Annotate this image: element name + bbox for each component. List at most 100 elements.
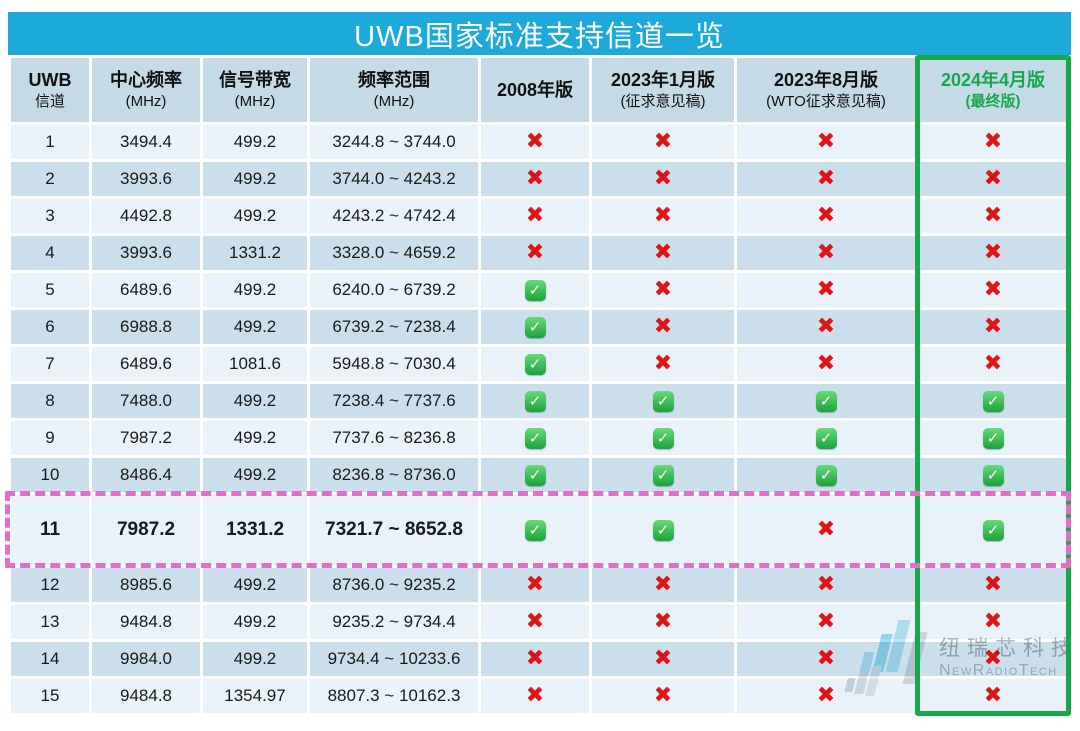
table-row: 2 3993.6 499.2 3744.0 ~ 4243.2 ✖ ✖ ✖ ✖ bbox=[11, 162, 1068, 196]
cross-icon: ✖ bbox=[653, 314, 673, 339]
col-header-label: 2023年1月版 bbox=[610, 70, 716, 90]
table-header: UWB 信道 中心频率 (MHz) 信号带宽 (MHz) 频率范围 (MHz) … bbox=[11, 58, 1068, 122]
center-frequency-cell: 6988.8 bbox=[92, 310, 200, 344]
support-2008-cell: ✓ bbox=[481, 310, 589, 344]
cross-icon: ✖ bbox=[525, 572, 545, 597]
cross-icon: ✖ bbox=[653, 351, 673, 376]
cross-icon: ✖ bbox=[983, 277, 1003, 302]
col-header-2023-jan-version: 2023年1月版 (征求意见稿) bbox=[592, 58, 734, 122]
frequency-range-cell: 6739.2 ~ 7238.4 bbox=[310, 310, 478, 344]
channel-cell: 10 bbox=[11, 458, 89, 492]
support-2023-jan-cell: ✖ bbox=[592, 347, 734, 381]
frequency-range-cell: 4243.2 ~ 4742.4 bbox=[310, 199, 478, 233]
bandwidth-cell: 1354.97 bbox=[203, 679, 307, 713]
channel-cell: 12 bbox=[11, 568, 89, 602]
cross-icon: ✖ bbox=[816, 240, 836, 265]
cross-icon: ✖ bbox=[653, 129, 673, 154]
support-2008-cell: ✖ bbox=[481, 679, 589, 713]
support-2023-jan-cell: ✖ bbox=[592, 273, 734, 307]
check-icon: ✓ bbox=[815, 427, 837, 449]
cross-icon: ✖ bbox=[525, 129, 545, 154]
support-2024-apr-cell: ✖ bbox=[918, 605, 1068, 639]
check-icon: ✓ bbox=[524, 353, 546, 375]
cross-icon: ✖ bbox=[816, 683, 836, 708]
channel-cell: 13 bbox=[11, 605, 89, 639]
cross-icon: ✖ bbox=[653, 166, 673, 191]
cross-icon: ✖ bbox=[653, 203, 673, 228]
cross-icon: ✖ bbox=[983, 314, 1003, 339]
col-header-center-frequency: 中心频率 (MHz) bbox=[92, 58, 200, 122]
bandwidth-cell: 499.2 bbox=[203, 384, 307, 418]
support-2023-jan-cell: ✖ bbox=[592, 310, 734, 344]
center-frequency-cell: 3993.6 bbox=[92, 162, 200, 196]
support-2024-apr-cell: ✖ bbox=[918, 162, 1068, 196]
bandwidth-cell: 1081.6 bbox=[203, 347, 307, 381]
bandwidth-cell: 499.2 bbox=[203, 273, 307, 307]
col-header-sublabel: (最终版) bbox=[965, 92, 1021, 110]
cross-icon: ✖ bbox=[525, 203, 545, 228]
frequency-range-cell: 3328.0 ~ 4659.2 bbox=[310, 236, 478, 270]
support-2023-jan-cell: ✓ bbox=[592, 458, 734, 492]
support-2023-jan-cell: ✖ bbox=[592, 568, 734, 602]
channel-support-table: UWB 信道 中心频率 (MHz) 信号带宽 (MHz) 频率范围 (MHz) … bbox=[8, 55, 1071, 716]
support-2023-aug-cell: ✖ bbox=[737, 495, 915, 565]
cross-icon: ✖ bbox=[983, 129, 1003, 154]
support-2024-apr-cell: ✖ bbox=[918, 568, 1068, 602]
col-header-sublabel: (MHz) bbox=[373, 92, 415, 110]
table-row: 9 7987.2 499.2 7737.6 ~ 8236.8 ✓ ✓ ✓ ✓ bbox=[11, 421, 1068, 455]
frequency-range-cell: 7321.7 ~ 8652.8 bbox=[310, 495, 478, 565]
channel-cell: 15 bbox=[11, 679, 89, 713]
frequency-range-cell: 7238.4 ~ 7737.6 bbox=[310, 384, 478, 418]
bandwidth-cell: 499.2 bbox=[203, 421, 307, 455]
bandwidth-cell: 499.2 bbox=[203, 125, 307, 159]
channel-table-body: 1 3494.4 499.2 3244.8 ~ 3744.0 ✖ ✖ ✖ ✖ 2 3993.6 49… bbox=[11, 125, 1068, 713]
channel-cell: 11 bbox=[11, 495, 89, 565]
cross-icon: ✖ bbox=[816, 277, 836, 302]
channel-cell: 1 bbox=[11, 125, 89, 159]
cross-icon: ✖ bbox=[653, 277, 673, 302]
support-2024-apr-cell: ✓ bbox=[918, 384, 1068, 418]
col-header-label: UWB bbox=[28, 70, 72, 90]
channel-cell: 9 bbox=[11, 421, 89, 455]
frequency-range-cell: 3744.0 ~ 4243.2 bbox=[310, 162, 478, 196]
channel-cell: 7 bbox=[11, 347, 89, 381]
bandwidth-cell: 499.2 bbox=[203, 605, 307, 639]
table-row: 5 6489.6 499.2 6240.0 ~ 6739.2 ✓ ✖ ✖ ✖ bbox=[11, 273, 1068, 307]
support-2023-aug-cell: ✖ bbox=[737, 162, 915, 196]
cross-icon: ✖ bbox=[983, 240, 1003, 265]
bandwidth-cell: 499.2 bbox=[203, 458, 307, 492]
check-icon: ✓ bbox=[524, 519, 546, 541]
support-2024-apr-cell: ✖ bbox=[918, 125, 1068, 159]
support-2023-jan-cell: ✖ bbox=[592, 236, 734, 270]
support-2008-cell: ✖ bbox=[481, 162, 589, 196]
support-2024-apr-cell: ✖ bbox=[918, 679, 1068, 713]
cross-icon: ✖ bbox=[983, 646, 1003, 671]
cross-icon: ✖ bbox=[983, 166, 1003, 191]
bandwidth-cell: 499.2 bbox=[203, 642, 307, 676]
col-header-label: 2024年4月版 bbox=[940, 70, 1046, 90]
table-row: 11 7987.2 1331.2 7321.7 ~ 8652.8 ✓ ✓ ✖ ✓ bbox=[11, 495, 1068, 565]
support-2023-aug-cell: ✖ bbox=[737, 605, 915, 639]
cross-icon: ✖ bbox=[816, 609, 836, 634]
center-frequency-cell: 3494.4 bbox=[92, 125, 200, 159]
support-2008-cell: ✖ bbox=[481, 642, 589, 676]
check-icon: ✓ bbox=[982, 519, 1004, 541]
frequency-range-cell: 8236.8 ~ 8736.0 bbox=[310, 458, 478, 492]
support-2023-aug-cell: ✖ bbox=[737, 199, 915, 233]
channel-cell: 5 bbox=[11, 273, 89, 307]
support-2024-apr-cell: ✖ bbox=[918, 642, 1068, 676]
cross-icon: ✖ bbox=[816, 572, 836, 597]
support-2024-apr-cell: ✓ bbox=[918, 421, 1068, 455]
check-icon: ✓ bbox=[652, 464, 674, 486]
center-frequency-cell: 8985.6 bbox=[92, 568, 200, 602]
support-2023-aug-cell: ✖ bbox=[737, 236, 915, 270]
col-header-sublabel: (MHz) bbox=[125, 92, 167, 110]
frequency-range-cell: 9734.4 ~ 10233.6 bbox=[310, 642, 478, 676]
col-header-sublabel: 信道 bbox=[34, 92, 65, 110]
check-icon: ✓ bbox=[524, 316, 546, 338]
col-header-label: 中心频率 bbox=[110, 70, 182, 90]
check-icon: ✓ bbox=[524, 279, 546, 301]
col-header-sublabel: (MHz) bbox=[234, 92, 276, 110]
support-2008-cell: ✖ bbox=[481, 125, 589, 159]
support-2023-aug-cell: ✖ bbox=[737, 347, 915, 381]
